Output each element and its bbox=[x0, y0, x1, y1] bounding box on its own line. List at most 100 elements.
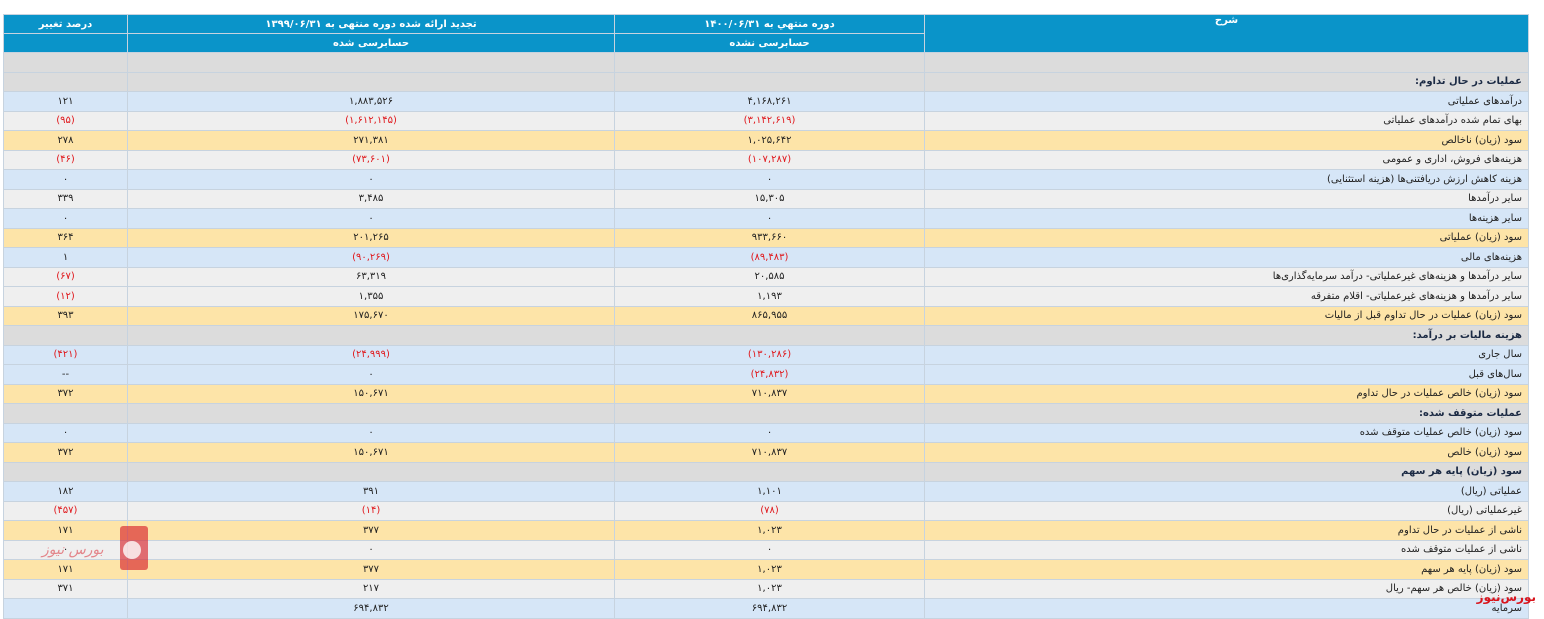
cell-change: ۱ bbox=[3, 247, 128, 268]
cell-prior-period: (۹۰,۲۶۹) bbox=[127, 247, 615, 268]
header-description: شرح bbox=[924, 14, 1529, 53]
cell-current-period: ۱,۰۲۵,۶۴۲ bbox=[614, 130, 925, 151]
cell-current-period: ۴,۱۶۸,۲۶۱ bbox=[614, 91, 925, 112]
cell-change: ۳۶۴ bbox=[3, 227, 128, 248]
cell-description: سال‌های قبل bbox=[924, 364, 1529, 385]
income-statement-table-container: درصد تغییر تجدید ارائه شده دوره منتهی به… bbox=[3, 14, 1529, 619]
cell-change: -- bbox=[3, 364, 128, 385]
table-row: -- ۰ (۲۴,۸۳۲) سال‌های قبل bbox=[3, 364, 1529, 385]
section-row: عملیات در حال تداوم: bbox=[3, 71, 1529, 92]
cell-change: ۱۲۱ bbox=[3, 91, 128, 112]
cell-prior-period: ۰ bbox=[127, 422, 615, 443]
section-row: عملیات متوقف شده: bbox=[3, 403, 1529, 424]
cell-description: سود (زیان) خالص عملیات متوقف شده bbox=[924, 422, 1529, 443]
table-row: ۶۹۴,۸۳۲ ۶۹۴,۸۳۲ سرمایه bbox=[3, 598, 1529, 619]
table-row: ۲۷۸ ۲۷۱,۳۸۱ ۱,۰۲۵,۶۴۲ سود (زیان) ناخالص bbox=[3, 130, 1529, 151]
table-row: ۱۷۱ ۳۷۷ ۱,۰۲۳ ناشی از عملیات در حال تداوم bbox=[3, 520, 1529, 541]
table-row: ۱۸۲ ۳۹۱ ۱,۱۰۱ عملیاتی (ریال) bbox=[3, 481, 1529, 502]
table-body: عملیات در حال تداوم: ۱۲۱ ۱,۸۸۳,۵۲۶ ۴,۱۶۸,۲۶… bbox=[3, 52, 1529, 619]
cell-description: بهای تمام شده درآمدهای عملیاتی bbox=[924, 110, 1529, 131]
cell-change: ۳۷۲ bbox=[3, 383, 128, 404]
cell-description: غیرعملیاتی (ریال) bbox=[924, 500, 1529, 521]
table-row: ۰ ۰ ۰ ناشی از عملیات متوقف شده bbox=[3, 539, 1529, 560]
table-row: ۳۷۲ ۱۵۰,۶۷۱ ۷۱۰,۸۳۷ سود (زیان) خالص عملیات … bbox=[3, 383, 1529, 404]
cell-description bbox=[924, 52, 1529, 73]
cell-current-period: ۶۹۴,۸۳۲ bbox=[614, 598, 925, 619]
cell-change: ۰ bbox=[3, 208, 128, 229]
header-subrow: حسابرسی شده حسابرسی نشده bbox=[3, 33, 1529, 53]
cell-prior-period: ۱,۳۵۵ bbox=[127, 286, 615, 307]
header-change-sub bbox=[3, 33, 128, 53]
cell-prior-period: (۱۴) bbox=[127, 500, 615, 521]
cell-description: سایر درآمدها bbox=[924, 188, 1529, 209]
cell-change bbox=[3, 461, 128, 482]
cell-prior-period: ۲۷۱,۳۸۱ bbox=[127, 130, 615, 151]
cell-current-period: ۱,۱۹۳ bbox=[614, 286, 925, 307]
cell-current-period: ۰ bbox=[614, 169, 925, 190]
cell-description: عملیات متوقف شده: bbox=[924, 403, 1529, 424]
cell-current-period: (۱۰۷,۲۸۷) bbox=[614, 149, 925, 170]
cell-description: ناشی از عملیات متوقف شده bbox=[924, 539, 1529, 560]
cell-prior-period bbox=[127, 52, 615, 73]
cell-change: ۰ bbox=[3, 539, 128, 560]
cell-current-period: ۱,۱۰۱ bbox=[614, 481, 925, 502]
table-row: (۴۲۱) (۲۴,۹۹۹) (۱۳۰,۲۸۶) سال جاری bbox=[3, 344, 1529, 365]
cell-change: (۹۵) bbox=[3, 110, 128, 131]
section-row: هزینه مالیات بر درآمد: bbox=[3, 325, 1529, 346]
cell-prior-period bbox=[127, 461, 615, 482]
table-row: ۳۳۹ ۳,۴۸۵ ۱۵,۳۰۵ سایر درآمدها bbox=[3, 188, 1529, 209]
cell-current-period: (۱۳۰,۲۸۶) bbox=[614, 344, 925, 365]
header-current-period: دوره منتهي به ۱۴۰۰/۰۶/۳۱ bbox=[614, 14, 925, 34]
cell-prior-period bbox=[127, 325, 615, 346]
table-row: ۰ ۰ ۰ هزینه کاهش ارزش دریافتنی‌ها (هزینه اس… bbox=[3, 169, 1529, 190]
cell-change: (۴۵۷) bbox=[3, 500, 128, 521]
cell-description: هزینه‌های مالی bbox=[924, 247, 1529, 268]
cell-current-period bbox=[614, 403, 925, 424]
cell-change bbox=[3, 403, 128, 424]
table-row: ۳۷۲ ۱۵۰,۶۷۱ ۷۱۰,۸۳۷ سود (زیان) خالص bbox=[3, 442, 1529, 463]
table-row: ۰ ۰ ۰ سود (زیان) خالص عملیات متوقف شده bbox=[3, 422, 1529, 443]
cell-description: سود (زیان) خالص عملیات در حال تداوم bbox=[924, 383, 1529, 404]
cell-description: درآمدهای عملیاتی bbox=[924, 91, 1529, 112]
header-prior-audit-status: حسابرسی شده bbox=[127, 33, 615, 53]
cell-current-period: (۳,۱۴۲,۶۱۹) bbox=[614, 110, 925, 131]
table-row: (۶۷) ۶۳,۳۱۹ ۲۰,۵۸۵ سایر درآمدها و هزینه‌های… bbox=[3, 266, 1529, 287]
news-logo-watermark: بورس نیوز bbox=[40, 526, 148, 570]
cell-current-period: ۱,۰۲۳ bbox=[614, 520, 925, 541]
cell-change: ۳۳۹ bbox=[3, 188, 128, 209]
cell-current-period bbox=[614, 461, 925, 482]
cell-change bbox=[3, 598, 128, 619]
cell-current-period: ۰ bbox=[614, 539, 925, 560]
header-current-audit-status: حسابرسی نشده bbox=[614, 33, 925, 53]
cell-prior-period: ۱,۸۸۳,۵۲۶ bbox=[127, 91, 615, 112]
cell-current-period: (۷۸) bbox=[614, 500, 925, 521]
cell-current-period: ۸۶۵,۹۵۵ bbox=[614, 305, 925, 326]
cell-current-period: ۲۰,۵۸۵ bbox=[614, 266, 925, 287]
table-row: (۴۵۷) (۱۴) (۷۸) غیرعملیاتی (ریال) bbox=[3, 500, 1529, 521]
cell-description: هزینه مالیات بر درآمد: bbox=[924, 325, 1529, 346]
cell-description: سایر هزینه‌ها bbox=[924, 208, 1529, 229]
cell-current-period bbox=[614, 325, 925, 346]
section-row bbox=[3, 52, 1529, 73]
cell-prior-period: ۳۷۷ bbox=[127, 520, 615, 541]
cell-current-period: ۱,۰۲۳ bbox=[614, 559, 925, 580]
cell-change: (۱۲) bbox=[3, 286, 128, 307]
cell-prior-period: ۱۷۵,۶۷۰ bbox=[127, 305, 615, 326]
table-row: (۹۵) (۱,۶۱۲,۱۴۵) (۳,۱۴۲,۶۱۹) بهای تمام شده … bbox=[3, 110, 1529, 131]
cell-prior-period: ۳۹۱ bbox=[127, 481, 615, 502]
cell-current-period: ۰ bbox=[614, 422, 925, 443]
cell-prior-period: ۰ bbox=[127, 169, 615, 190]
cell-change: ۲۷۸ bbox=[3, 130, 128, 151]
income-statement-table: درصد تغییر تجدید ارائه شده دوره منتهی به… bbox=[3, 14, 1529, 619]
header-change: درصد تغییر bbox=[3, 14, 128, 34]
cell-description: سود (زیان) خالص bbox=[924, 442, 1529, 463]
table-row: ۳۷۱ ۲۱۷ ۱,۰۲۳ سود (زیان) خالص هر سهم- ریال bbox=[3, 578, 1529, 599]
cell-prior-period: ۰ bbox=[127, 208, 615, 229]
cell-current-period bbox=[614, 71, 925, 92]
table-row: ۱۲۱ ۱,۸۸۳,۵۲۶ ۴,۱۶۸,۲۶۱ درآمدهای عملیاتی bbox=[3, 91, 1529, 112]
cell-change: ۳۷۱ bbox=[3, 578, 128, 599]
cell-change: ۱۸۲ bbox=[3, 481, 128, 502]
cell-current-period: ۷۱۰,۸۳۷ bbox=[614, 383, 925, 404]
watermark-text: بورس نیوز bbox=[40, 542, 104, 558]
cell-current-period: ۹۳۳,۶۶۰ bbox=[614, 227, 925, 248]
